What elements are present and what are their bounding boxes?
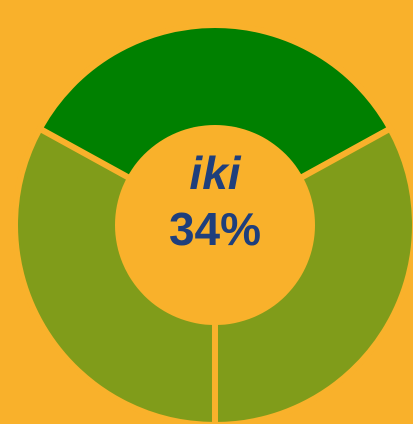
center-value: 34% — [169, 203, 261, 255]
donut-hole — [115, 125, 315, 325]
center-category: iki — [189, 147, 241, 199]
